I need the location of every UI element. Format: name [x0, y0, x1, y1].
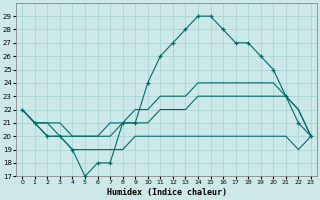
X-axis label: Humidex (Indice chaleur): Humidex (Indice chaleur)	[107, 188, 227, 197]
